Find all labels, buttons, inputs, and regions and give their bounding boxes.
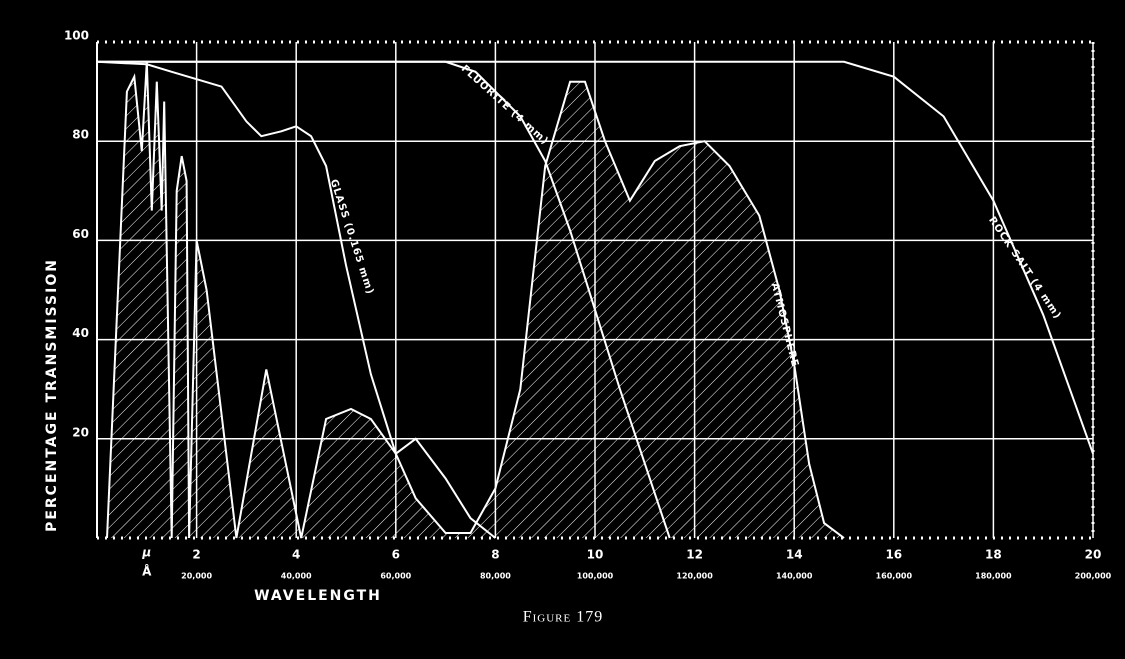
x-tick-label-angstrom: 180,000 [975, 572, 1012, 581]
x-tick-label: 18 [985, 548, 1002, 562]
series-line [106, 61, 845, 539]
x-tick-label-angstrom: 20,000 [181, 572, 212, 581]
x-tick-label: 2 [192, 548, 200, 562]
y-tick-label: 80 [72, 128, 89, 142]
y-tick-label: 100 [64, 29, 89, 43]
x-tick-label-angstrom: 140,000 [776, 572, 813, 581]
x-axis-title: WAVELENGTH [254, 588, 382, 604]
x-tick-label-angstrom: 160,000 [876, 572, 913, 581]
x-tick-label-angstrom: 60,000 [380, 572, 411, 581]
x-tick-label: 4 [292, 548, 300, 562]
y-tick-label: 40 [72, 326, 89, 340]
x-tick-label-angstrom: 40,000 [281, 572, 312, 581]
x-tick-label: 16 [885, 548, 902, 562]
series-area [107, 61, 844, 539]
series-line [97, 60, 1094, 455]
y-tick-label: 60 [72, 227, 89, 241]
x-tick-label: 8 [491, 548, 499, 562]
x-tick-label-angstrom: 120,000 [676, 572, 713, 581]
x-tick-label-angstrom: 80,000 [480, 572, 511, 581]
x-tick-label: 10 [587, 548, 604, 562]
caption: Figure 179 [523, 609, 604, 626]
y-tick-label: 20 [72, 425, 89, 439]
unit-micron: μ [141, 546, 151, 560]
x-tick-label: 20 [1085, 548, 1102, 562]
unit-angstrom: Å [142, 564, 152, 579]
x-tick-label: 14 [786, 548, 803, 562]
x-tick-label: 12 [686, 548, 703, 562]
x-tick-label-angstrom: 200,000 [1075, 572, 1112, 581]
x-tick-label: 6 [392, 548, 400, 562]
y-axis-title: PERCENTAGE TRANSMISSION [44, 258, 60, 532]
x-tick-label-angstrom: 100,000 [577, 572, 614, 581]
series-line [96, 60, 497, 539]
